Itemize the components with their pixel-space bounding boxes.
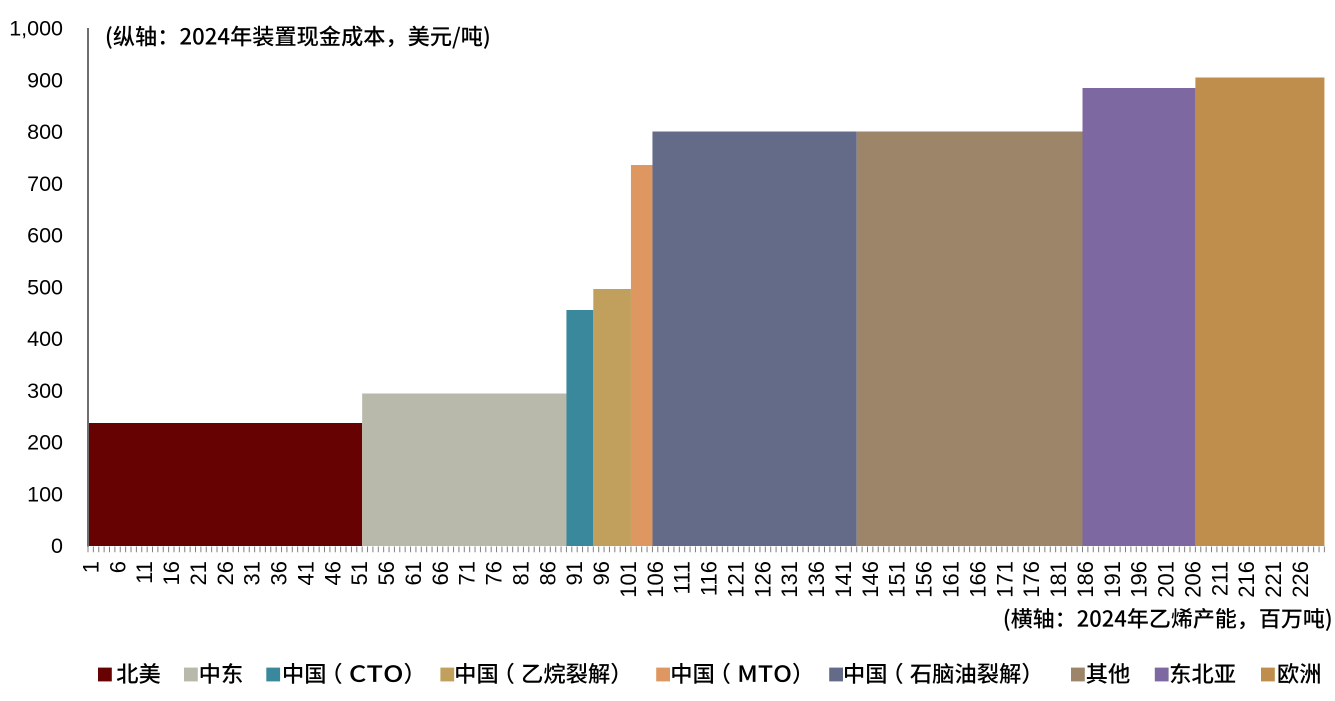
svg-text:56: 56 bbox=[374, 561, 399, 585]
svg-text:66: 66 bbox=[428, 561, 453, 585]
svg-text:46: 46 bbox=[320, 561, 345, 585]
svg-text:86: 86 bbox=[535, 561, 560, 585]
svg-text:126: 126 bbox=[750, 561, 775, 598]
svg-text:400: 400 bbox=[27, 327, 63, 351]
svg-text:171: 171 bbox=[992, 561, 1017, 598]
svg-text:91: 91 bbox=[562, 561, 587, 585]
svg-text:41: 41 bbox=[293, 561, 318, 585]
svg-text:31: 31 bbox=[240, 561, 265, 585]
svg-text:131: 131 bbox=[777, 561, 802, 598]
svg-text:700: 700 bbox=[27, 172, 63, 196]
svg-text:151: 151 bbox=[885, 561, 910, 598]
svg-text:156: 156 bbox=[912, 561, 937, 598]
svg-text:221: 221 bbox=[1261, 561, 1286, 598]
svg-text:226: 226 bbox=[1288, 561, 1313, 598]
svg-text:121: 121 bbox=[724, 561, 749, 598]
svg-text:51: 51 bbox=[347, 561, 372, 585]
svg-text:166: 166 bbox=[965, 561, 990, 598]
svg-text:6: 6 bbox=[105, 561, 130, 573]
svg-text:141: 141 bbox=[831, 561, 856, 598]
svg-text:16: 16 bbox=[159, 561, 184, 585]
svg-text:191: 191 bbox=[1100, 561, 1125, 598]
svg-text:0: 0 bbox=[51, 534, 63, 558]
svg-text:26: 26 bbox=[213, 561, 238, 585]
svg-text:600: 600 bbox=[27, 224, 63, 248]
svg-text:300: 300 bbox=[27, 379, 63, 403]
svg-text:1,000: 1,000 bbox=[9, 17, 63, 41]
svg-text:76: 76 bbox=[482, 561, 507, 585]
svg-text:216: 216 bbox=[1234, 561, 1259, 598]
svg-text:146: 146 bbox=[858, 561, 883, 598]
svg-text:176: 176 bbox=[1019, 561, 1044, 598]
svg-text:96: 96 bbox=[589, 561, 614, 585]
svg-text:100: 100 bbox=[27, 482, 63, 506]
svg-text:186: 186 bbox=[1073, 561, 1098, 598]
svg-text:21: 21 bbox=[186, 561, 211, 585]
svg-text:500: 500 bbox=[27, 275, 63, 299]
svg-text:36: 36 bbox=[267, 561, 292, 585]
svg-text:106: 106 bbox=[643, 561, 668, 598]
svg-text:800: 800 bbox=[27, 120, 63, 144]
svg-text:71: 71 bbox=[455, 561, 480, 585]
svg-text:101: 101 bbox=[616, 561, 641, 598]
svg-text:61: 61 bbox=[401, 561, 426, 585]
svg-text:136: 136 bbox=[804, 561, 829, 598]
svg-text:201: 201 bbox=[1154, 561, 1179, 598]
svg-text:181: 181 bbox=[1046, 561, 1071, 598]
svg-text:1: 1 bbox=[78, 561, 103, 573]
svg-text:11: 11 bbox=[132, 561, 157, 584]
svg-text:211: 211 bbox=[1207, 561, 1232, 596]
svg-text:81: 81 bbox=[508, 561, 533, 585]
svg-text:900: 900 bbox=[27, 68, 63, 92]
svg-text:116: 116 bbox=[697, 561, 722, 596]
svg-text:111: 111 bbox=[670, 561, 695, 594]
svg-text:196: 196 bbox=[1127, 561, 1152, 598]
svg-text:161: 161 bbox=[939, 561, 964, 598]
svg-text:200: 200 bbox=[27, 431, 63, 455]
svg-text:206: 206 bbox=[1180, 561, 1205, 598]
